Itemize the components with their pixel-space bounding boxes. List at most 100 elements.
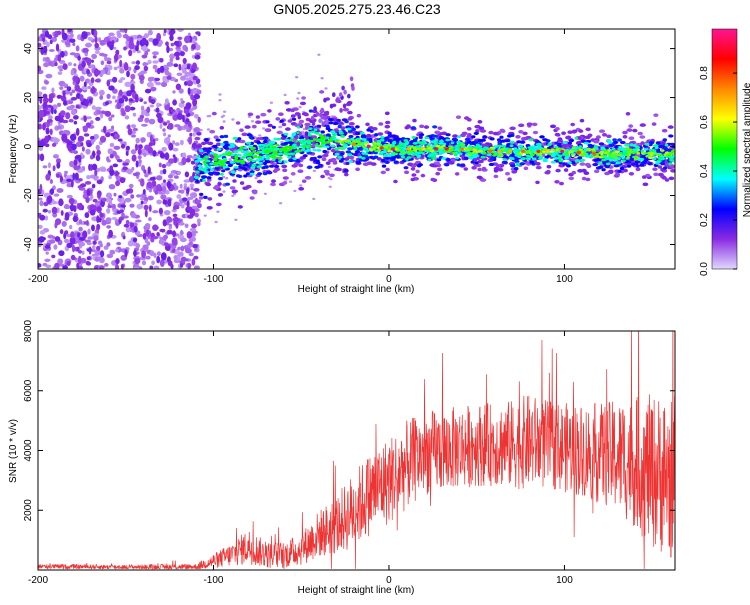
spectrogram-streak-cell [297, 114, 302, 120]
spectrogram-signal-cell [492, 131, 499, 136]
spectrogram-signal-cell [358, 141, 363, 145]
spectrogram-noise-cell [38, 197, 43, 201]
spectrogram-signal-cell [346, 101, 353, 105]
spectrogram-signal-cell [281, 164, 288, 169]
spectrogram-signal-cell [429, 163, 436, 167]
spectrogram-signal-cell [629, 143, 634, 147]
spectrogram-signal-cell [532, 157, 537, 161]
spectrogram-signal-cell [270, 182, 276, 187]
spectrogram-signal-cell [488, 162, 495, 167]
spectrogram-signal-cell [438, 146, 443, 149]
spectrogram-noise-blob [106, 60, 112, 65]
spectrogram-signal-cell [606, 134, 612, 139]
spectrogram-noise-blob [148, 141, 154, 147]
spectrogram-signal-cell [622, 150, 628, 153]
spectrogram-noise-blob [103, 125, 107, 134]
spectrogram-noise-blob [146, 181, 153, 189]
spectrogram-signal-cell [352, 152, 359, 157]
spectrogram-noise-blob [149, 134, 153, 143]
spectrogram-faint-cell [258, 134, 262, 137]
spectrogram-noise-cell [79, 75, 85, 82]
spectrogram-noise-blob [172, 213, 178, 218]
spectrogram-noise-cell [117, 197, 123, 202]
spectrogram-noise-cell [178, 88, 184, 94]
spectrogram-noise-cell [186, 155, 193, 159]
spectrogram-noise-blob [168, 142, 174, 151]
spectrogram-noise-cell [127, 66, 132, 72]
spectrogram-signal-cell [291, 133, 297, 137]
spectrogram-noise-blob [147, 146, 154, 154]
spectrogram-signal-cell [452, 134, 459, 138]
spectrogram-signal-cell [282, 168, 288, 173]
spectrogram-noise-cell [125, 226, 131, 233]
spectrogram-signal-cell [193, 188, 200, 192]
spectrogram-noise-blob [182, 57, 187, 65]
spectrogram-noise-cell [136, 203, 144, 210]
spectrogram-signal-cell [199, 192, 204, 196]
spectrogram-signal-cell [242, 186, 248, 190]
spectrogram-signal-cell [651, 122, 657, 126]
spectrogram-noise-blob [62, 63, 68, 70]
spectrogram-noise-blob [143, 204, 149, 211]
spectrogram-signal-cell [619, 166, 625, 171]
spectrogram-signal-cell [628, 172, 635, 176]
spectrogram-signal-cell [272, 150, 278, 154]
spectrogram-noise-cell [57, 102, 61, 107]
spectrogram-noise-blob [186, 64, 191, 70]
spectrogram-noise-cell [120, 77, 126, 81]
spectrogram-noise-cell [176, 171, 181, 175]
spectrogram-streak-cell [343, 89, 347, 95]
spectrogram-signal-cell [301, 179, 307, 183]
spectrogram-faint-cell [324, 87, 328, 90]
spectrogram-signal-cell [518, 130, 524, 134]
spectrogram-signal-cell [568, 150, 572, 154]
spectrogram-signal-cell [542, 159, 548, 163]
spectrogram-noise-cell [78, 226, 83, 232]
spectrogram-noise-cell [148, 217, 152, 222]
spectrogram-signal-cell [274, 167, 281, 172]
spectrogram-signal-cell [202, 179, 207, 182]
spectrogram-noise-blob [126, 70, 130, 78]
spectrogram-signal-cell [378, 122, 384, 126]
spectrogram-noise-blob [175, 83, 182, 91]
spectrogram-signal-cell [361, 152, 366, 155]
spectrogram-signal-cell [477, 120, 483, 124]
spectrogram-peak-cell [379, 146, 384, 150]
spectrogram-y-tick-label: 20 [23, 92, 34, 104]
spectrogram-noise-blob [139, 98, 143, 103]
spectrogram-signal-cell [637, 131, 643, 136]
spectrogram-signal-cell [669, 142, 675, 146]
spectrogram-noise-cell [160, 194, 167, 200]
spectrogram-signal-cell [604, 151, 609, 155]
spectrogram-signal-cell [402, 145, 407, 149]
spectrogram-noise-cell [56, 188, 64, 193]
spectrogram-signal-cell [290, 172, 296, 176]
spectrogram-noise-blob [55, 43, 60, 52]
spectrogram-signal-cell [345, 161, 350, 165]
spectrogram-peak-cell [390, 147, 395, 151]
spectrogram-signal-cell [334, 152, 340, 156]
spectrogram-signal-cell [308, 109, 313, 113]
spectrogram-faint-cell [327, 165, 331, 169]
spectrogram-signal-cell [400, 151, 404, 154]
spectrogram-faint-cell [327, 176, 331, 180]
spectrogram-noise-blob [135, 60, 141, 65]
spectrogram-signal-cell [384, 160, 390, 164]
spectrogram-noise-cell [99, 167, 107, 172]
spectrogram-noise-cell [132, 266, 140, 269]
spectrogram-signal-cell [251, 124, 257, 129]
spectrogram-signal-cell [400, 155, 406, 159]
spectrogram-noise-cell [58, 59, 66, 64]
spectrogram-noise-blob [94, 78, 101, 83]
spectrogram-noise-blob [109, 165, 114, 171]
spectrogram-signal-cell [482, 135, 487, 139]
spectrogram-noise-blob [184, 81, 188, 86]
spectrogram-noise-blob [137, 148, 142, 155]
spectrogram-signal-cell [652, 167, 658, 171]
spectrogram-signal-cell [387, 144, 392, 147]
spectrogram-noise-cell [142, 244, 149, 251]
spectrogram-noise-cell [185, 128, 192, 133]
spectrogram-streak-cell [296, 141, 301, 147]
spectrogram-signal-cell [535, 165, 542, 170]
